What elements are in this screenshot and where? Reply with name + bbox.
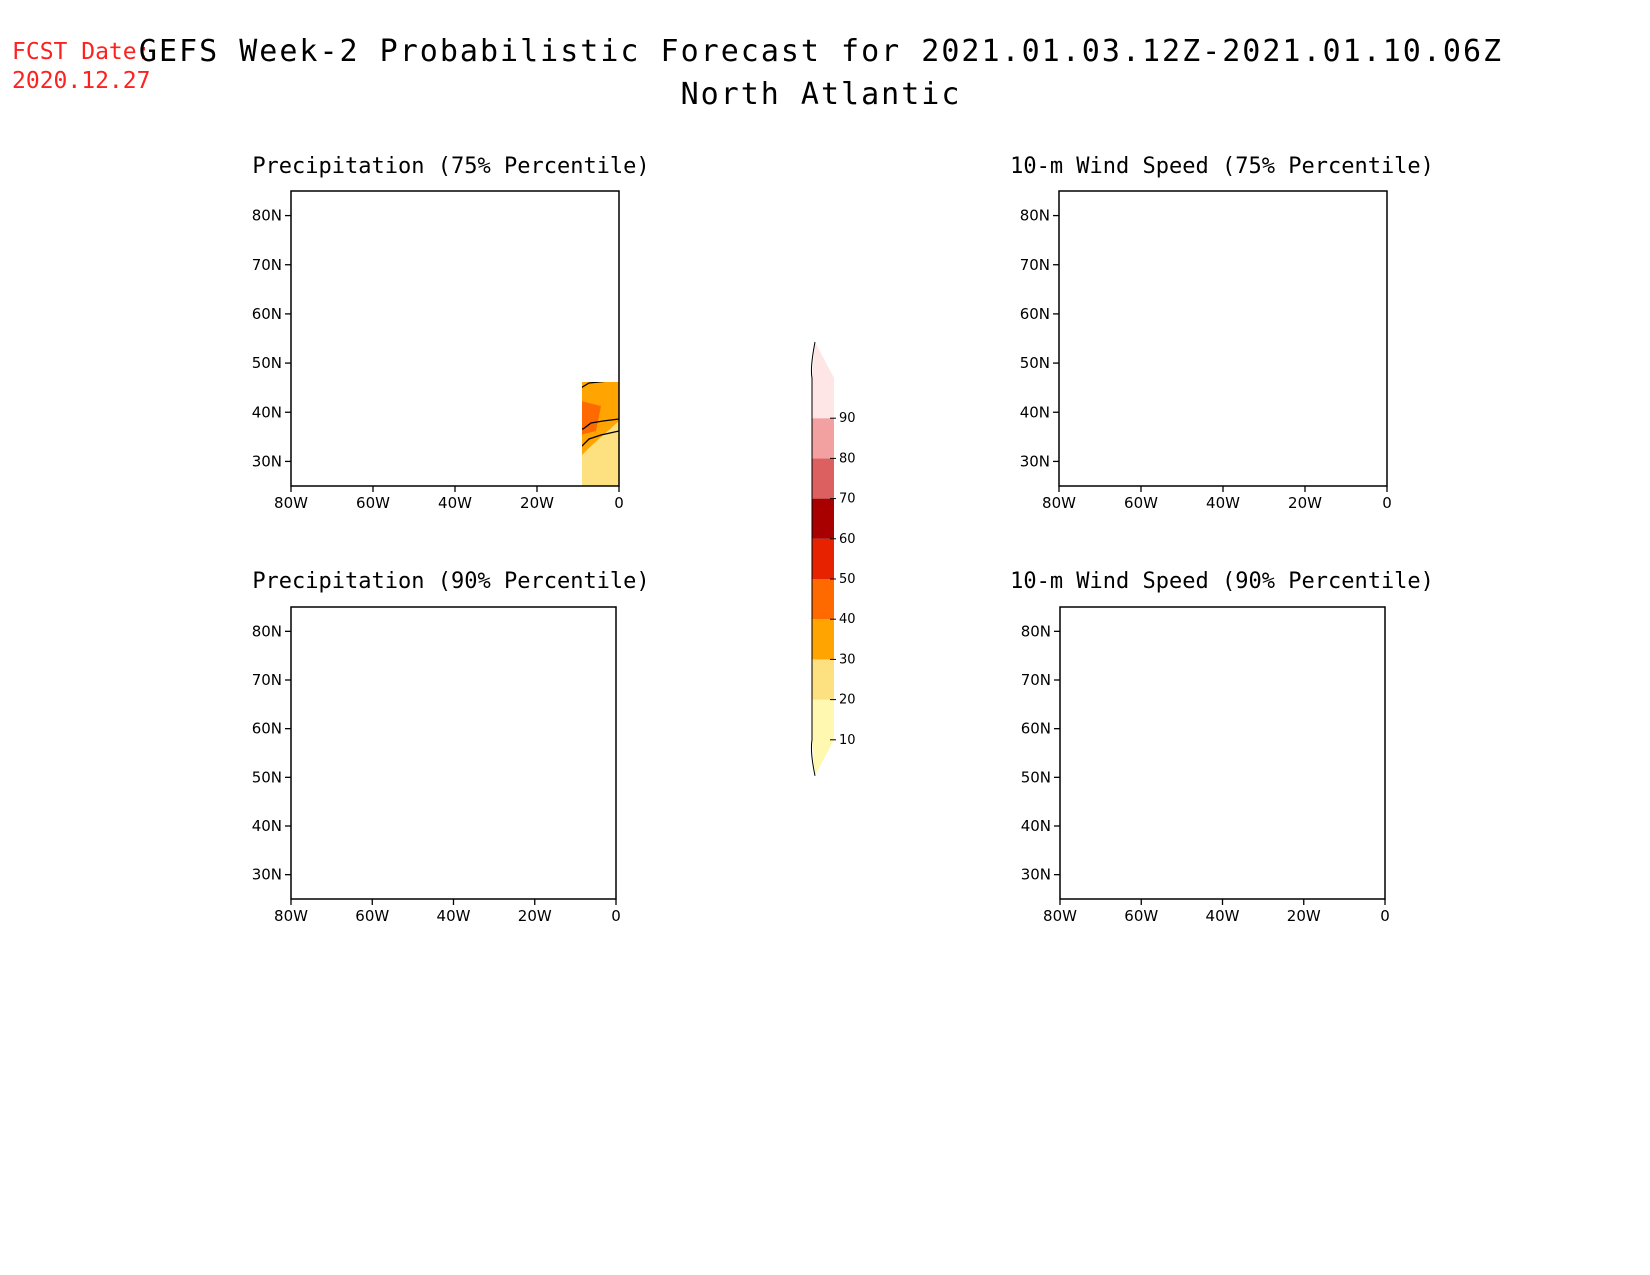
- lon-tick-label: 80W: [274, 907, 308, 925]
- lat-tick-label: 70N: [1020, 256, 1050, 274]
- page-title: GEFS Week-2 Probabilistic Forecast for 2…: [138, 34, 1504, 69]
- lat-tick-label: 30N: [1021, 866, 1051, 884]
- lat-tick-label: 60N: [252, 305, 282, 323]
- lat-tick-label: 30N: [252, 866, 282, 884]
- map-precip-75: [290, 190, 620, 487]
- map-wind-75: [1058, 190, 1388, 487]
- colorbar-label: 70: [839, 492, 856, 507]
- lat-tick-label: 80N: [252, 622, 282, 640]
- lat-tick-label: 50N: [252, 354, 282, 372]
- colorbar-swatch: [812, 579, 834, 620]
- colorbar-label: 60: [839, 532, 856, 547]
- lat-tick-label: 80N: [1020, 207, 1050, 225]
- lat-tick-label: 40N: [1020, 403, 1050, 421]
- lat-tick-label: 70N: [252, 671, 282, 689]
- lon-tick-label: 60W: [1124, 907, 1158, 925]
- lon-tick-label: 80W: [1042, 494, 1076, 512]
- lon-tick-label: 20W: [518, 907, 552, 925]
- lat-tick-label: 60N: [1021, 720, 1051, 738]
- lon-tick-label: 60W: [355, 907, 389, 925]
- lat-tick-label: 40N: [1021, 817, 1051, 835]
- axes-precip-90: 80N 70N 60N 50N 40N 30N 80W 60W 40W 20W 0: [252, 622, 621, 925]
- panel-title-wind-90: 10-m Wind Speed (90% Percentile): [1010, 569, 1434, 594]
- lon-tick-label: 0: [611, 907, 621, 925]
- colorbar-swatch: [812, 458, 834, 499]
- fcst-label: FCST Date:: [12, 39, 151, 65]
- lat-tick-label: 70N: [1021, 671, 1051, 689]
- lat-tick-label: 70N: [252, 256, 282, 274]
- lat-tick-label: 60N: [1020, 305, 1050, 323]
- lat-tick-label: 50N: [1021, 768, 1051, 786]
- colorbar-label: 30: [839, 652, 856, 667]
- colorbar-swatch: [812, 378, 834, 419]
- axes-precip-75: 80N 70N 60N 50N 40N 30N 80W 60W 40W 20W 0: [252, 207, 624, 512]
- lat-tick-label: 30N: [252, 452, 282, 470]
- lon-tick-label: 40W: [437, 907, 471, 925]
- colorbar-label: 10: [839, 733, 856, 748]
- axes-wind-75: 80N 70N 60N 50N 40N 30N 80W 60W 40W 20W 0: [1020, 207, 1392, 512]
- lat-tick-label: 40N: [252, 403, 282, 421]
- lon-tick-label: 0: [1382, 494, 1392, 512]
- lon-tick-label: 20W: [520, 494, 554, 512]
- lon-tick-label: 60W: [356, 494, 390, 512]
- lon-tick-label: 80W: [1043, 907, 1077, 925]
- lon-tick-label: 0: [1380, 907, 1390, 925]
- fcst-date: 2020.12.27: [12, 68, 151, 94]
- lon-tick-label: 40W: [1206, 907, 1240, 925]
- lon-tick-label: 40W: [1206, 494, 1240, 512]
- lat-tick-label: 50N: [252, 768, 282, 786]
- map-precip-90: [290, 606, 617, 900]
- colorbar-label: 20: [839, 693, 856, 708]
- colorbar-legend: 10 20 30 40 50 60 70 80 90: [810, 341, 856, 776]
- map-wind-90: [1059, 606, 1386, 900]
- colorbar-label: 50: [839, 572, 856, 587]
- panel-title-precip-90: Precipitation (90% Percentile): [252, 569, 649, 594]
- colorbar-label: 90: [839, 411, 856, 426]
- lon-tick-label: 40W: [438, 494, 472, 512]
- lon-tick-label: 80W: [274, 494, 308, 512]
- lon-tick-label: 0: [614, 494, 624, 512]
- colorbar-swatch: [812, 619, 834, 660]
- region-title: North Atlantic: [680, 77, 962, 112]
- panel-title-precip-75: Precipitation (75% Percentile): [252, 154, 649, 179]
- lon-tick-label: 20W: [1287, 907, 1321, 925]
- lat-tick-label: 40N: [252, 817, 282, 835]
- fcst-date-label: FCST Date: 2020.12.27: [12, 38, 150, 96]
- lat-tick-label: 30N: [1020, 452, 1050, 470]
- colorbar-swatch: [812, 538, 834, 579]
- colorbar-swatch: [812, 498, 834, 539]
- lat-tick-label: 80N: [252, 207, 282, 225]
- lon-tick-label: 20W: [1288, 494, 1322, 512]
- colorbar-swatch: [812, 659, 834, 700]
- colorbar-label: 40: [839, 612, 856, 627]
- colorbar-swatch: [812, 699, 834, 740]
- colorbar-swatch: [812, 418, 834, 459]
- lat-tick-label: 60N: [252, 720, 282, 738]
- axes-wind-90: 80N 70N 60N 50N 40N 30N 80W 60W 40W 20W 0: [1021, 622, 1390, 925]
- lon-tick-label: 60W: [1124, 494, 1158, 512]
- panel-title-wind-75: 10-m Wind Speed (75% Percentile): [1010, 154, 1434, 179]
- colorbar-label: 80: [839, 451, 856, 466]
- lat-tick-label: 80N: [1021, 622, 1051, 640]
- lat-tick-label: 50N: [1020, 354, 1050, 372]
